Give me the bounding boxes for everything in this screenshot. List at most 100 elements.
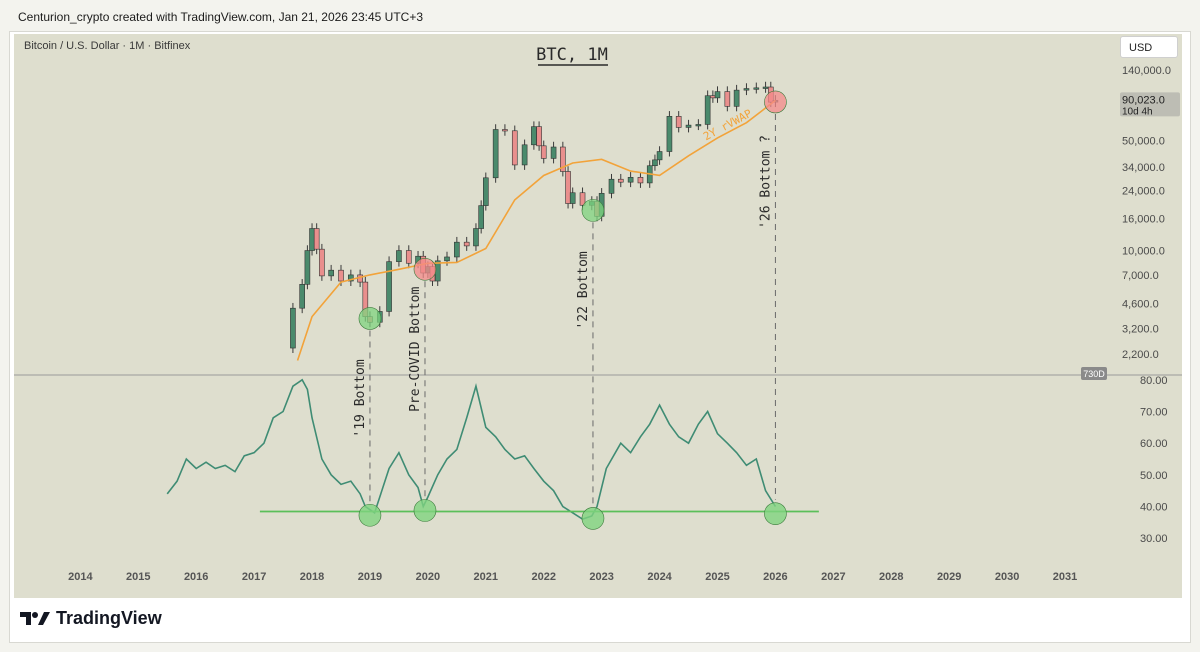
oscillator-bottom-circle [581, 507, 605, 530]
bottom-label: Pre-COVID Bottom [408, 287, 423, 412]
oscillator-bottom-circle [358, 503, 382, 527]
chart-title: BTC, 1M [536, 45, 608, 65]
candle [478, 205, 484, 229]
oscillator-tick-label: 50.00 [1140, 470, 1168, 482]
candle [521, 144, 528, 166]
candle [666, 116, 673, 152]
price-tick-label: 140,000.0 [1122, 65, 1171, 77]
price-bottom-circle [413, 257, 437, 281]
x-axis-label: 2017 [242, 571, 266, 583]
price-bottom-circle [358, 307, 382, 330]
candle [560, 146, 566, 172]
candle [695, 124, 702, 127]
candle [637, 177, 644, 184]
candle [454, 241, 460, 258]
pane-label: 730D [1083, 369, 1105, 379]
chart-attribution: Centurion_crypto created with TradingVie… [18, 10, 424, 24]
oscillator-tick-label: 40.00 [1140, 502, 1168, 514]
candle [396, 250, 402, 262]
x-axis-label: 2014 [68, 571, 93, 583]
price-tick-label: 2,200.0 [1122, 349, 1159, 361]
candle [627, 177, 634, 183]
candle [714, 91, 721, 99]
current-price-countdown: 10d 4h [1122, 106, 1153, 117]
x-axis-label: 2024 [647, 571, 672, 583]
oscillator-tick-label: 70.00 [1140, 407, 1168, 419]
oscillator-tick-label: 30.00 [1140, 533, 1168, 545]
bottom-label: '26 Bottom ? [758, 135, 773, 229]
x-axis-label: 2027 [821, 571, 845, 583]
oscillator-line [166, 378, 777, 521]
candle [328, 269, 334, 277]
candle [444, 256, 450, 262]
x-axis-label: 2022 [531, 571, 555, 583]
candle [511, 130, 518, 166]
candle [617, 178, 624, 183]
price-tick-label: 3,200.0 [1122, 323, 1159, 335]
candle [569, 192, 576, 204]
candle [762, 86, 769, 89]
candle [733, 89, 740, 107]
candle [704, 95, 711, 125]
candle [531, 126, 537, 146]
price-tick-label: 10,000.0 [1122, 246, 1165, 258]
candle [565, 171, 571, 204]
current-price-label: 90,023.0 [1122, 94, 1165, 106]
candle [313, 228, 320, 250]
chart-panel: 140,000.0 50,000.0 34,000.0 24,000.0 16,000.… [14, 34, 1182, 598]
price-tick-label: 50,000.0 [1122, 136, 1165, 148]
candle [540, 145, 547, 159]
candle [652, 159, 658, 167]
x-axis-label: 2020 [416, 571, 440, 583]
bottom-label: '19 Bottom [353, 359, 368, 437]
x-axis-label: 2026 [763, 571, 787, 583]
candle [753, 87, 760, 90]
current-price-box [1120, 92, 1180, 117]
tradingview-logo-icon [20, 612, 50, 625]
candle [299, 284, 305, 309]
price-bottom-circle [581, 199, 605, 222]
x-axis-label: 2031 [1053, 571, 1077, 583]
price-tick-label: 24,000.0 [1122, 186, 1165, 198]
price-tick-label: 16,000.0 [1122, 213, 1165, 225]
candle [348, 274, 354, 282]
price-tick-label: 4,600.0 [1122, 299, 1159, 311]
x-axis-label: 2028 [879, 571, 903, 583]
x-axis-label: 2018 [300, 571, 324, 583]
x-axis-label: 2019 [358, 571, 382, 583]
candle [536, 126, 542, 147]
pane-label-box [1081, 367, 1107, 380]
oscillator-bottom-circle [413, 499, 437, 522]
candle [579, 192, 586, 206]
candle [386, 261, 392, 312]
x-axis-label: 2015 [126, 571, 150, 583]
x-axis-label: 2021 [474, 571, 498, 583]
vwap-line [296, 99, 776, 361]
candle [338, 269, 344, 282]
candle [463, 241, 470, 247]
x-axis-label: 2030 [995, 571, 1019, 583]
brand-name: TradingView [56, 607, 162, 628]
price-tick-label: 34,000.0 [1122, 162, 1165, 174]
price-tick-label: 7,000.0 [1122, 270, 1159, 282]
tradingview-logo[interactable]: TradingView [20, 606, 162, 630]
x-axis-label: 2023 [589, 571, 613, 583]
candle [319, 248, 325, 277]
bottom-label: '22 Bottom [576, 251, 591, 329]
candle [483, 177, 489, 206]
candle [656, 151, 663, 161]
currency-button[interactable]: USD [1120, 36, 1178, 58]
oscillator-tick-label: 60.00 [1140, 438, 1168, 450]
candle [675, 116, 682, 128]
candle [608, 178, 615, 194]
candle [309, 228, 315, 251]
candle [724, 91, 731, 107]
candle [710, 95, 716, 99]
oscillator-bottom-circle [764, 502, 787, 525]
candle [492, 129, 499, 179]
candle [290, 307, 296, 349]
candle [304, 250, 311, 285]
candle [550, 146, 557, 159]
candle [502, 129, 508, 132]
x-axis-label: 2025 [705, 571, 729, 583]
